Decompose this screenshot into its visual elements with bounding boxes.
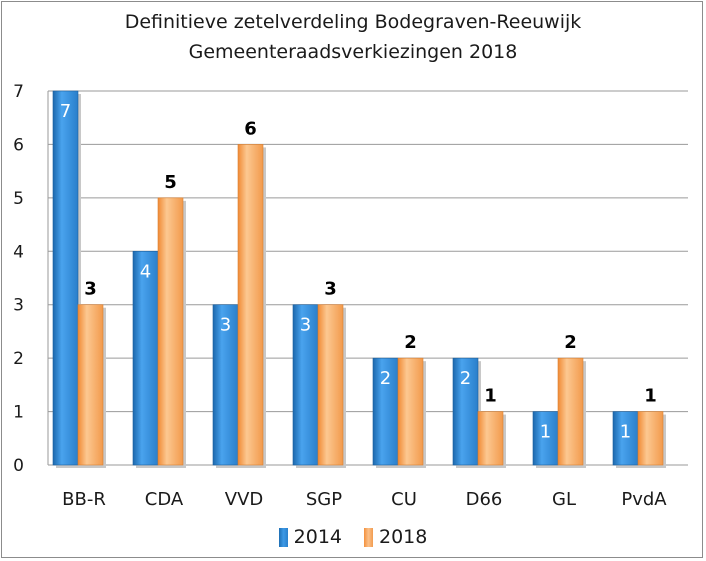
y-tick-label: 0 <box>13 456 24 476</box>
bar-2018-CU <box>397 357 424 466</box>
data-label-2018-D66: 1 <box>484 386 497 407</box>
x-tick-label-CU: CU <box>391 489 417 510</box>
x-tick-label-BB-R: BB-R <box>62 489 106 510</box>
data-label-2014-BB-R: 7 <box>60 101 71 122</box>
x-tick-label-VVD: VVD <box>225 489 264 510</box>
data-label-2018-SGP: 3 <box>324 279 337 300</box>
x-tick-label-CDA: CDA <box>145 489 184 510</box>
data-label-2014-VVD: 3 <box>220 315 231 336</box>
y-tick-label: 1 <box>13 403 24 423</box>
legend: 2014 2018 <box>0 526 706 548</box>
bar-2018-SGP <box>317 304 344 466</box>
legend-item-2014: 2014 <box>278 526 342 548</box>
y-tick-label: 7 <box>13 82 24 102</box>
bar-2018-VVD <box>237 144 264 466</box>
bar-2014-VVD <box>212 304 239 466</box>
x-tick-label-D66: D66 <box>466 489 503 510</box>
bar-2018-CDA <box>157 197 184 466</box>
data-label-2014-CDA: 4 <box>140 261 151 282</box>
bar-2014-CU <box>372 357 399 466</box>
data-label-2018-GL: 2 <box>564 332 577 353</box>
bar-2014-CDA <box>132 250 159 466</box>
legend-label-2018: 2018 <box>379 526 428 548</box>
bar-2014-D66 <box>452 357 479 466</box>
chart-subtitle: Gemeenteraadsverkiezingen 2018 <box>188 41 518 63</box>
data-label-2018-CU: 2 <box>404 332 417 353</box>
x-tick-label-GL: GL <box>552 489 576 510</box>
data-label-2014-SGP: 3 <box>300 315 311 336</box>
data-label-2014-CU: 2 <box>380 368 391 389</box>
x-tick-label-SGP: SGP <box>306 489 342 510</box>
bar-2018-BB-R <box>77 304 104 466</box>
bar-2014-GL <box>532 411 559 466</box>
legend-label-2014: 2014 <box>293 526 342 548</box>
bar-2018-GL <box>557 357 584 466</box>
y-tick-label: 6 <box>13 135 24 155</box>
y-tick-label: 3 <box>13 296 24 316</box>
bar-2014-BB-R <box>52 90 79 466</box>
legend-swatch-2014 <box>278 527 288 547</box>
x-tick-label-PvdA: PvdA <box>621 489 667 510</box>
chart-title: Definitieve zetelverdeling Bodegraven-Re… <box>124 11 582 33</box>
data-label-2014-GL: 1 <box>540 422 551 443</box>
legend-item-2018: 2018 <box>364 526 427 548</box>
y-tick-label: 4 <box>13 242 24 262</box>
data-label-2018-VVD: 6 <box>244 118 257 139</box>
data-label-2018-PvdA: 1 <box>644 386 657 407</box>
legend-swatch-2018 <box>364 527 373 547</box>
data-label-2014-D66: 2 <box>460 368 471 389</box>
data-label-2018-BB-R: 3 <box>84 279 97 300</box>
data-label-2018-CDA: 5 <box>164 172 177 193</box>
bar-2018-PvdA <box>637 411 664 466</box>
bar-2014-PvdA <box>612 411 639 466</box>
y-tick-label: 5 <box>13 189 24 209</box>
data-label-2014-PvdA: 1 <box>620 422 631 443</box>
bar-2014-SGP <box>292 304 319 466</box>
y-tick-label: 2 <box>13 349 24 369</box>
bar-2018-D66 <box>477 411 504 466</box>
